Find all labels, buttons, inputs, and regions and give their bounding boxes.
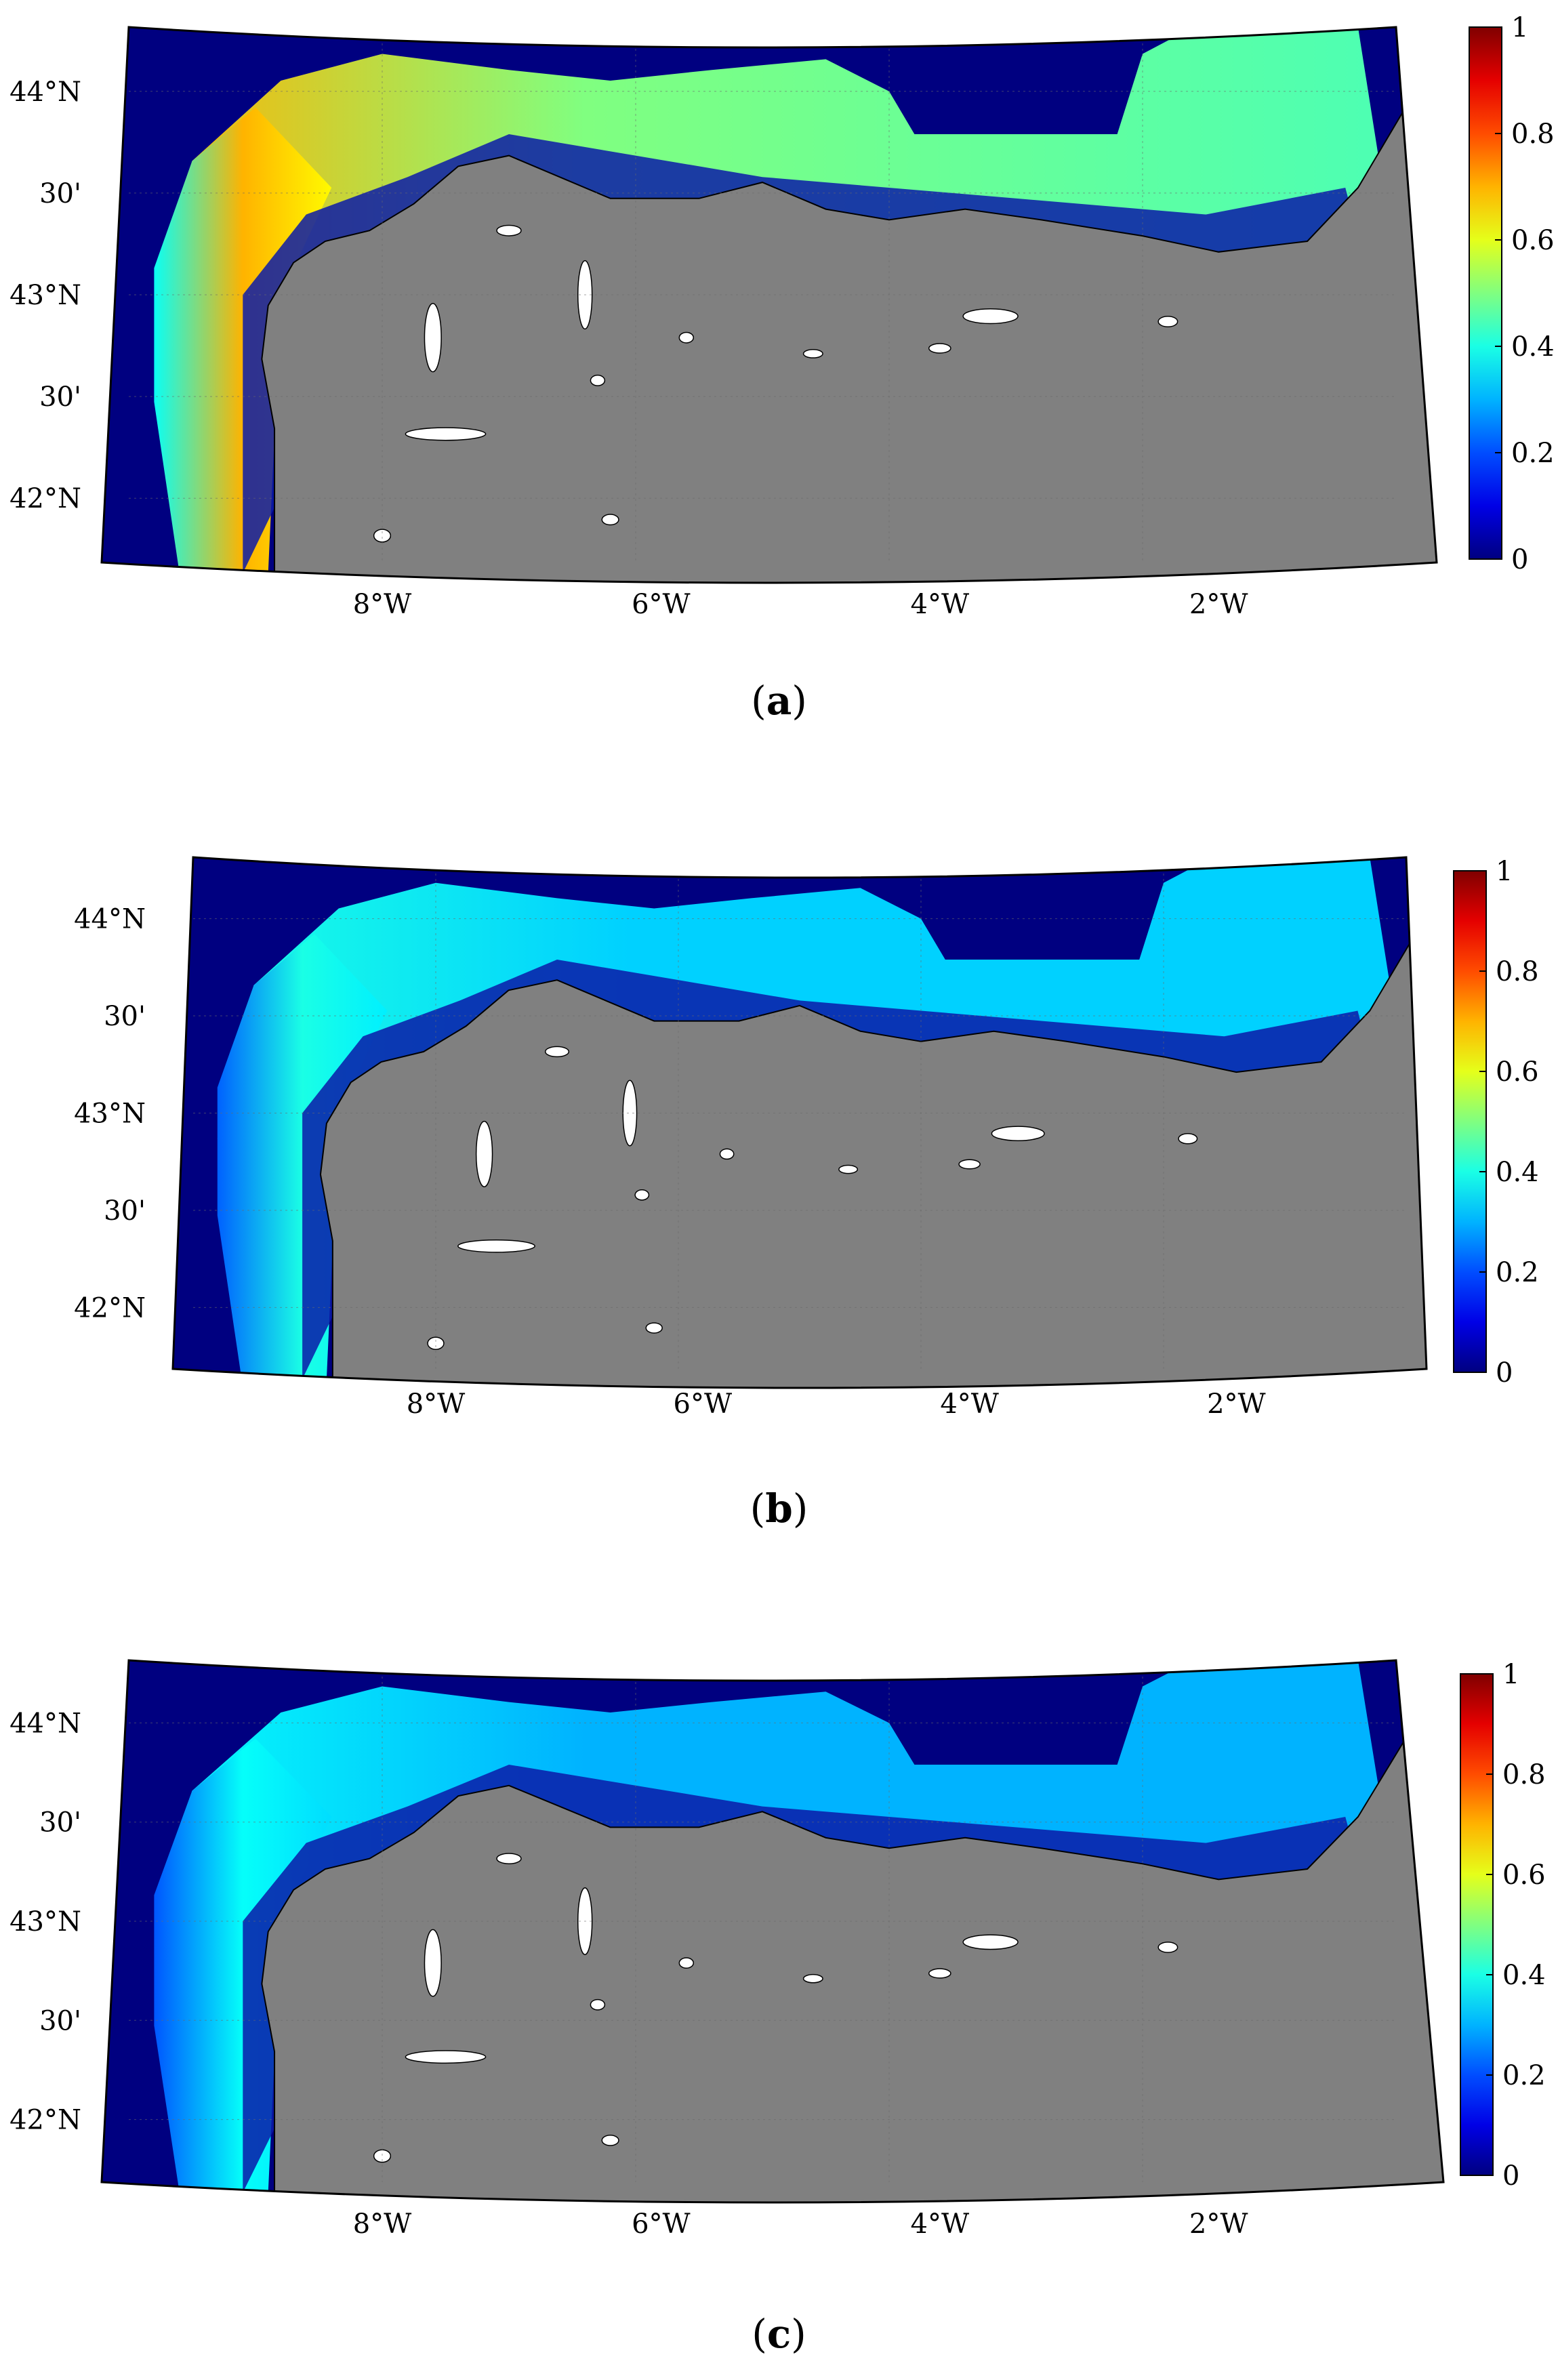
lat-label: 30'	[39, 382, 81, 413]
colorbar-tick-label: 1	[1502, 1659, 1519, 1690]
colorbar-tick-label: 0.4	[1496, 1157, 1539, 1188]
colorbar-tick-label: 0.4	[1511, 331, 1555, 363]
caption-letter-a: a	[766, 678, 792, 724]
lon-label: 2°W	[1189, 589, 1248, 620]
lat-label: 30'	[39, 2005, 81, 2036]
lat-label: 43°N	[9, 1906, 81, 1937]
lat-label: 30'	[39, 178, 81, 209]
lon-label: 4°W	[911, 2209, 970, 2240]
colorbar	[1460, 1673, 1494, 2176]
map-panel-b: 44°N 30' 43°N 30' 42°N 8°W 6°W 4°W 2°W 1 0.8 0.6 0.4…	[0, 793, 1558, 1586]
lon-label: 2°W	[1207, 1389, 1266, 1420]
colorbar	[1469, 26, 1502, 560]
colorbar-tick-label: 0.2	[1502, 2060, 1546, 2091]
colorbar-tick-label: 0	[1502, 2160, 1519, 2192]
lat-label: 44°N	[74, 904, 146, 935]
lat-label: 42°N	[74, 1292, 146, 1324]
lat-label: 44°N	[9, 1708, 81, 1739]
colorbar-tick-label: 0.2	[1496, 1257, 1539, 1288]
lon-label: 4°W	[911, 589, 970, 620]
lon-label: 8°W	[353, 2209, 412, 2240]
caption-letter-b: b	[765, 1485, 793, 1532]
lon-label: 6°W	[632, 2209, 691, 2240]
map-a: 44°N 30' 43°N 30' 42°N 8°W 6°W 4°W 2°W 1 0.8 0.6 0.4…	[9, 12, 1555, 620]
lon-label: 4°W	[940, 1389, 999, 1420]
colorbar-tick-label: 0	[1511, 544, 1528, 575]
lat-label: 30'	[104, 1001, 146, 1032]
map-panel-a: 44°N 30' 43°N 30' 42°N 8°W 6°W 4°W 2°W 1 0.8 0.6 0.4…	[0, 0, 1558, 793]
lon-label: 6°W	[674, 1389, 733, 1420]
caption-c: (c)	[752, 2311, 806, 2357]
map-panel-c: 44°N 30' 43°N 30' 42°N 8°W 6°W 4°W 2°W 1 0.8 0.6 0.4…	[0, 1586, 1558, 2380]
colorbar-tick-label: 0.2	[1511, 438, 1555, 469]
colorbar-tick-label: 0.6	[1496, 1056, 1539, 1088]
map-b: 44°N 30' 43°N 30' 42°N 8°W 6°W 4°W 2°W 1 0.8 0.6 0.4…	[74, 856, 1539, 1420]
colorbar-tick-label: 0.6	[1502, 1860, 1546, 1891]
lat-label: 42°N	[9, 483, 81, 514]
caption-letter-c: c	[766, 2311, 792, 2357]
colorbar-tick-label: 0.6	[1511, 225, 1555, 256]
lon-label: 8°W	[353, 589, 412, 620]
lon-label: 2°W	[1189, 2209, 1248, 2240]
colorbar-tick-label: 0.8	[1511, 119, 1555, 150]
colorbar-tick-label: 0.8	[1502, 1759, 1546, 1790]
lon-label: 8°W	[407, 1389, 466, 1420]
colorbar	[1453, 870, 1487, 1373]
colorbar-tick-label: 1	[1496, 856, 1513, 887]
lat-label: 43°N	[9, 280, 81, 311]
lat-label: 42°N	[9, 2105, 81, 2136]
colorbar-tick-label: 0.8	[1496, 956, 1539, 987]
lat-label: 30'	[39, 1807, 81, 1839]
lat-label: 43°N	[74, 1099, 146, 1130]
lat-label: 44°N	[9, 77, 81, 108]
lon-label: 6°W	[632, 589, 691, 620]
lat-label: 30'	[104, 1195, 146, 1227]
colorbar-tick-label: 1	[1511, 12, 1528, 43]
caption-b: (b)	[750, 1485, 808, 1532]
colorbar-tick-label: 0.4	[1502, 1960, 1546, 1991]
map-c: 44°N 30' 43°N 30' 42°N 8°W 6°W 4°W 2°W 1 0.8 0.6 0.4…	[9, 1659, 1546, 2240]
caption-a: (a)	[751, 678, 807, 724]
colorbar-tick-label: 0	[1496, 1357, 1513, 1389]
